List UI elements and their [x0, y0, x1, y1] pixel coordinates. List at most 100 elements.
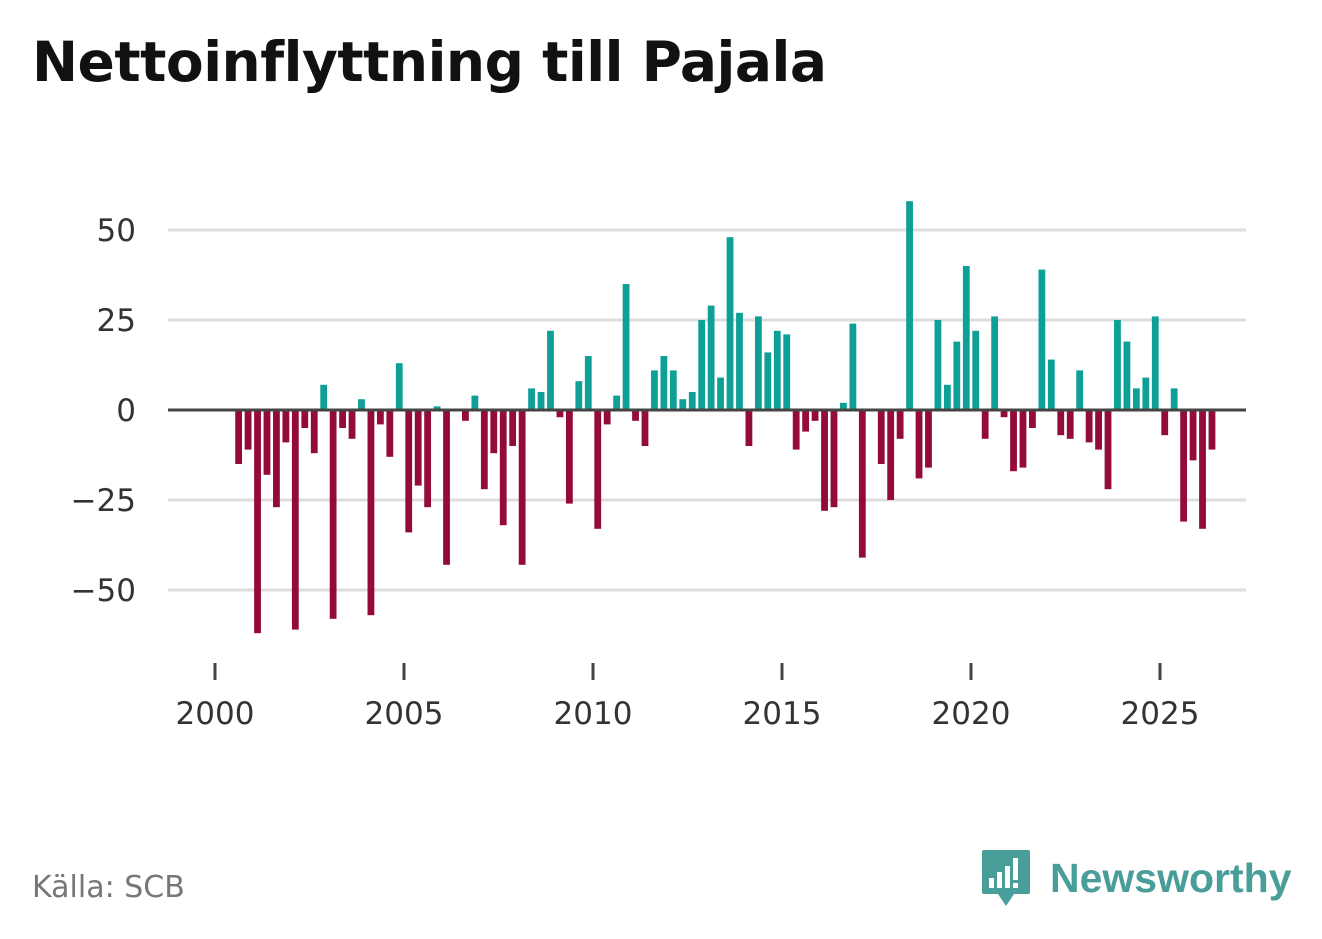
bar	[915, 410, 923, 479]
bar	[273, 410, 280, 508]
bar	[575, 381, 583, 410]
bar	[641, 410, 649, 446]
bar	[1029, 410, 1036, 428]
bar	[1151, 316, 1159, 410]
bar	[1180, 410, 1188, 522]
bar	[244, 410, 252, 450]
bar	[443, 410, 450, 565]
bar	[1085, 410, 1093, 443]
bar	[329, 410, 337, 619]
bar	[254, 410, 261, 634]
bar	[1104, 410, 1112, 490]
bar	[707, 305, 715, 410]
bar	[887, 410, 895, 500]
brand-logo[interactable]: Newsworthy	[980, 848, 1292, 908]
x-tick-label: 2010	[554, 696, 633, 732]
bar	[547, 330, 554, 410]
bar	[395, 363, 403, 410]
bar	[632, 410, 639, 421]
bar	[348, 410, 356, 439]
bar	[414, 410, 422, 486]
y-tick-label: 25	[97, 303, 136, 339]
x-tick-label: 2000	[176, 696, 255, 732]
x-tick-label: 2020	[932, 696, 1011, 732]
bar	[613, 395, 621, 410]
bar	[556, 410, 564, 418]
bar	[1114, 320, 1121, 410]
bar	[679, 399, 687, 410]
bar	[235, 410, 243, 464]
bar	[1066, 410, 1074, 439]
bar	[528, 388, 535, 410]
bar	[858, 410, 866, 558]
bar	[726, 237, 734, 410]
bar	[1189, 410, 1197, 461]
bar	[1170, 388, 1178, 410]
bar	[1000, 410, 1008, 418]
bar	[291, 410, 299, 630]
bar	[565, 410, 573, 504]
bar	[811, 410, 819, 421]
bar	[717, 377, 724, 410]
bar	[462, 410, 469, 421]
bar	[1076, 370, 1084, 410]
bar-chart: 50 25 0 −25 −50 2000 2005 2010 2015 2020 2025	[71, 201, 1246, 732]
chart-title: Nettoinflyttning till Pajala	[32, 30, 827, 94]
bar	[339, 410, 346, 428]
bar	[698, 320, 706, 410]
bar	[518, 410, 526, 565]
bar	[433, 406, 441, 410]
bar	[877, 410, 885, 464]
bar	[1038, 269, 1046, 410]
bar	[688, 392, 696, 410]
bar	[1208, 410, 1216, 450]
bar	[981, 410, 989, 439]
y-tick-label: −50	[71, 573, 136, 609]
bar	[953, 341, 961, 410]
bar	[301, 410, 309, 428]
y-tick-label: 50	[97, 213, 136, 249]
bar	[849, 323, 857, 410]
bar	[1019, 410, 1027, 468]
bar	[480, 410, 488, 490]
bar	[669, 370, 677, 410]
y-tick-label: 0	[116, 393, 136, 429]
bar	[1123, 341, 1131, 410]
bar	[358, 399, 365, 410]
bar	[1142, 377, 1150, 410]
bar	[622, 284, 630, 410]
x-tick-label: 2015	[743, 696, 822, 732]
bar	[830, 410, 838, 508]
bar	[367, 410, 375, 616]
bar	[754, 316, 762, 410]
bar	[991, 316, 999, 410]
bar	[584, 356, 592, 410]
bar	[594, 410, 602, 529]
bar	[1095, 410, 1102, 450]
bar	[376, 410, 384, 425]
bar	[802, 410, 810, 432]
bar	[962, 266, 970, 410]
bar	[310, 410, 318, 454]
bar	[792, 410, 800, 450]
bar	[1132, 388, 1140, 410]
bar	[764, 352, 772, 410]
bar	[934, 320, 942, 410]
bar	[896, 410, 904, 439]
bar	[509, 410, 517, 446]
bar	[783, 334, 791, 410]
bar	[736, 312, 743, 410]
x-tick-label: 2025	[1121, 696, 1200, 732]
bar	[320, 384, 328, 410]
bar	[972, 330, 980, 410]
bar	[386, 410, 394, 457]
bar	[1161, 410, 1169, 436]
bar	[943, 384, 951, 410]
bar	[1057, 410, 1065, 436]
bar	[471, 395, 479, 410]
bar	[821, 410, 828, 511]
bar	[1199, 410, 1206, 529]
bar	[773, 330, 781, 410]
bar	[603, 410, 611, 425]
bar	[925, 410, 932, 468]
